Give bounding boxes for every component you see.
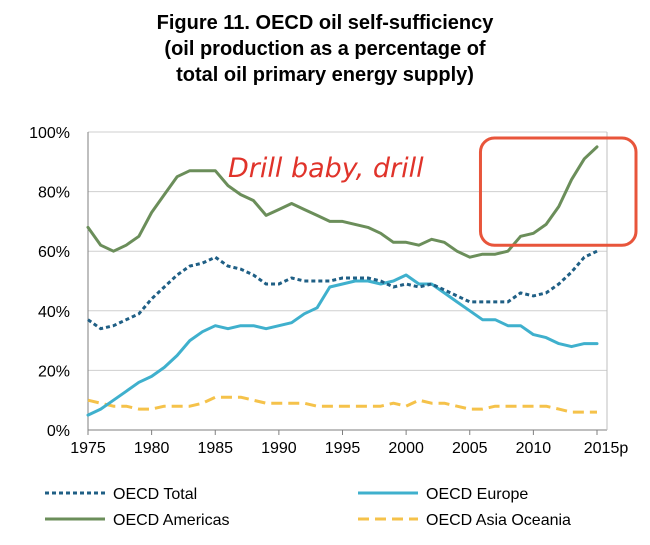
legend-label: OECD Europe <box>426 486 528 503</box>
chart-title: Figure 11. OECD oil self-sufficiency <box>156 12 494 34</box>
series-line-oecd-europe <box>86 273 599 417</box>
gridlines <box>88 131 607 371</box>
series-line-oecd-total <box>87 249 598 331</box>
x-tick-label: 1980 <box>134 440 170 457</box>
x-tick-label: 2000 <box>388 440 424 457</box>
x-tick-label: 2005 <box>452 440 488 457</box>
series-lines <box>86 145 599 417</box>
annotation: Drill baby, drill <box>228 153 424 184</box>
annotation-text: Drill baby, drill <box>228 153 424 184</box>
x-tick-labels: 1975 1980 1985 1990 1995 2000 2005 2010 2015p <box>70 430 628 457</box>
x-tick-label: 2010 <box>516 440 552 457</box>
legend-label: OECD Total <box>113 486 197 503</box>
axes <box>87 132 608 431</box>
y-tick-label: 0% <box>47 423 70 440</box>
series-line-oecd-asia-oceania <box>87 395 597 414</box>
legend: OECD Total OECD Europe OECD Americas OECD A… <box>45 486 571 529</box>
y-tick-label: 60% <box>38 244 70 261</box>
y-tick-label: 20% <box>38 363 70 380</box>
chart-subtitle-line-1: (oil production as a percentage of <box>164 38 486 60</box>
x-tick-label: 1995 <box>325 440 361 457</box>
y-tick-label: 100% <box>29 125 70 142</box>
chart-subtitle-line-2: total oil primary energy supply) <box>176 64 474 86</box>
highlight-box <box>478 136 638 247</box>
x-tick-label: 1985 <box>197 440 233 457</box>
y-tick-labels: 0% 20% 40% 60% 80% 100% <box>29 125 70 440</box>
x-tick-label: 2015p <box>584 440 629 457</box>
x-tick-label: 1975 <box>70 440 106 457</box>
chart-title-block: Figure 11. OECD oil self-sufficiency (oi… <box>0 10 650 88</box>
legend-label: OECD Americas <box>113 512 229 529</box>
y-tick-label: 80% <box>38 185 70 202</box>
y-tick-label: 40% <box>38 304 70 321</box>
highlight-rectangle <box>478 136 638 247</box>
legend-label: OECD Asia Oceania <box>426 512 571 529</box>
x-tick-label: 1990 <box>261 440 297 457</box>
